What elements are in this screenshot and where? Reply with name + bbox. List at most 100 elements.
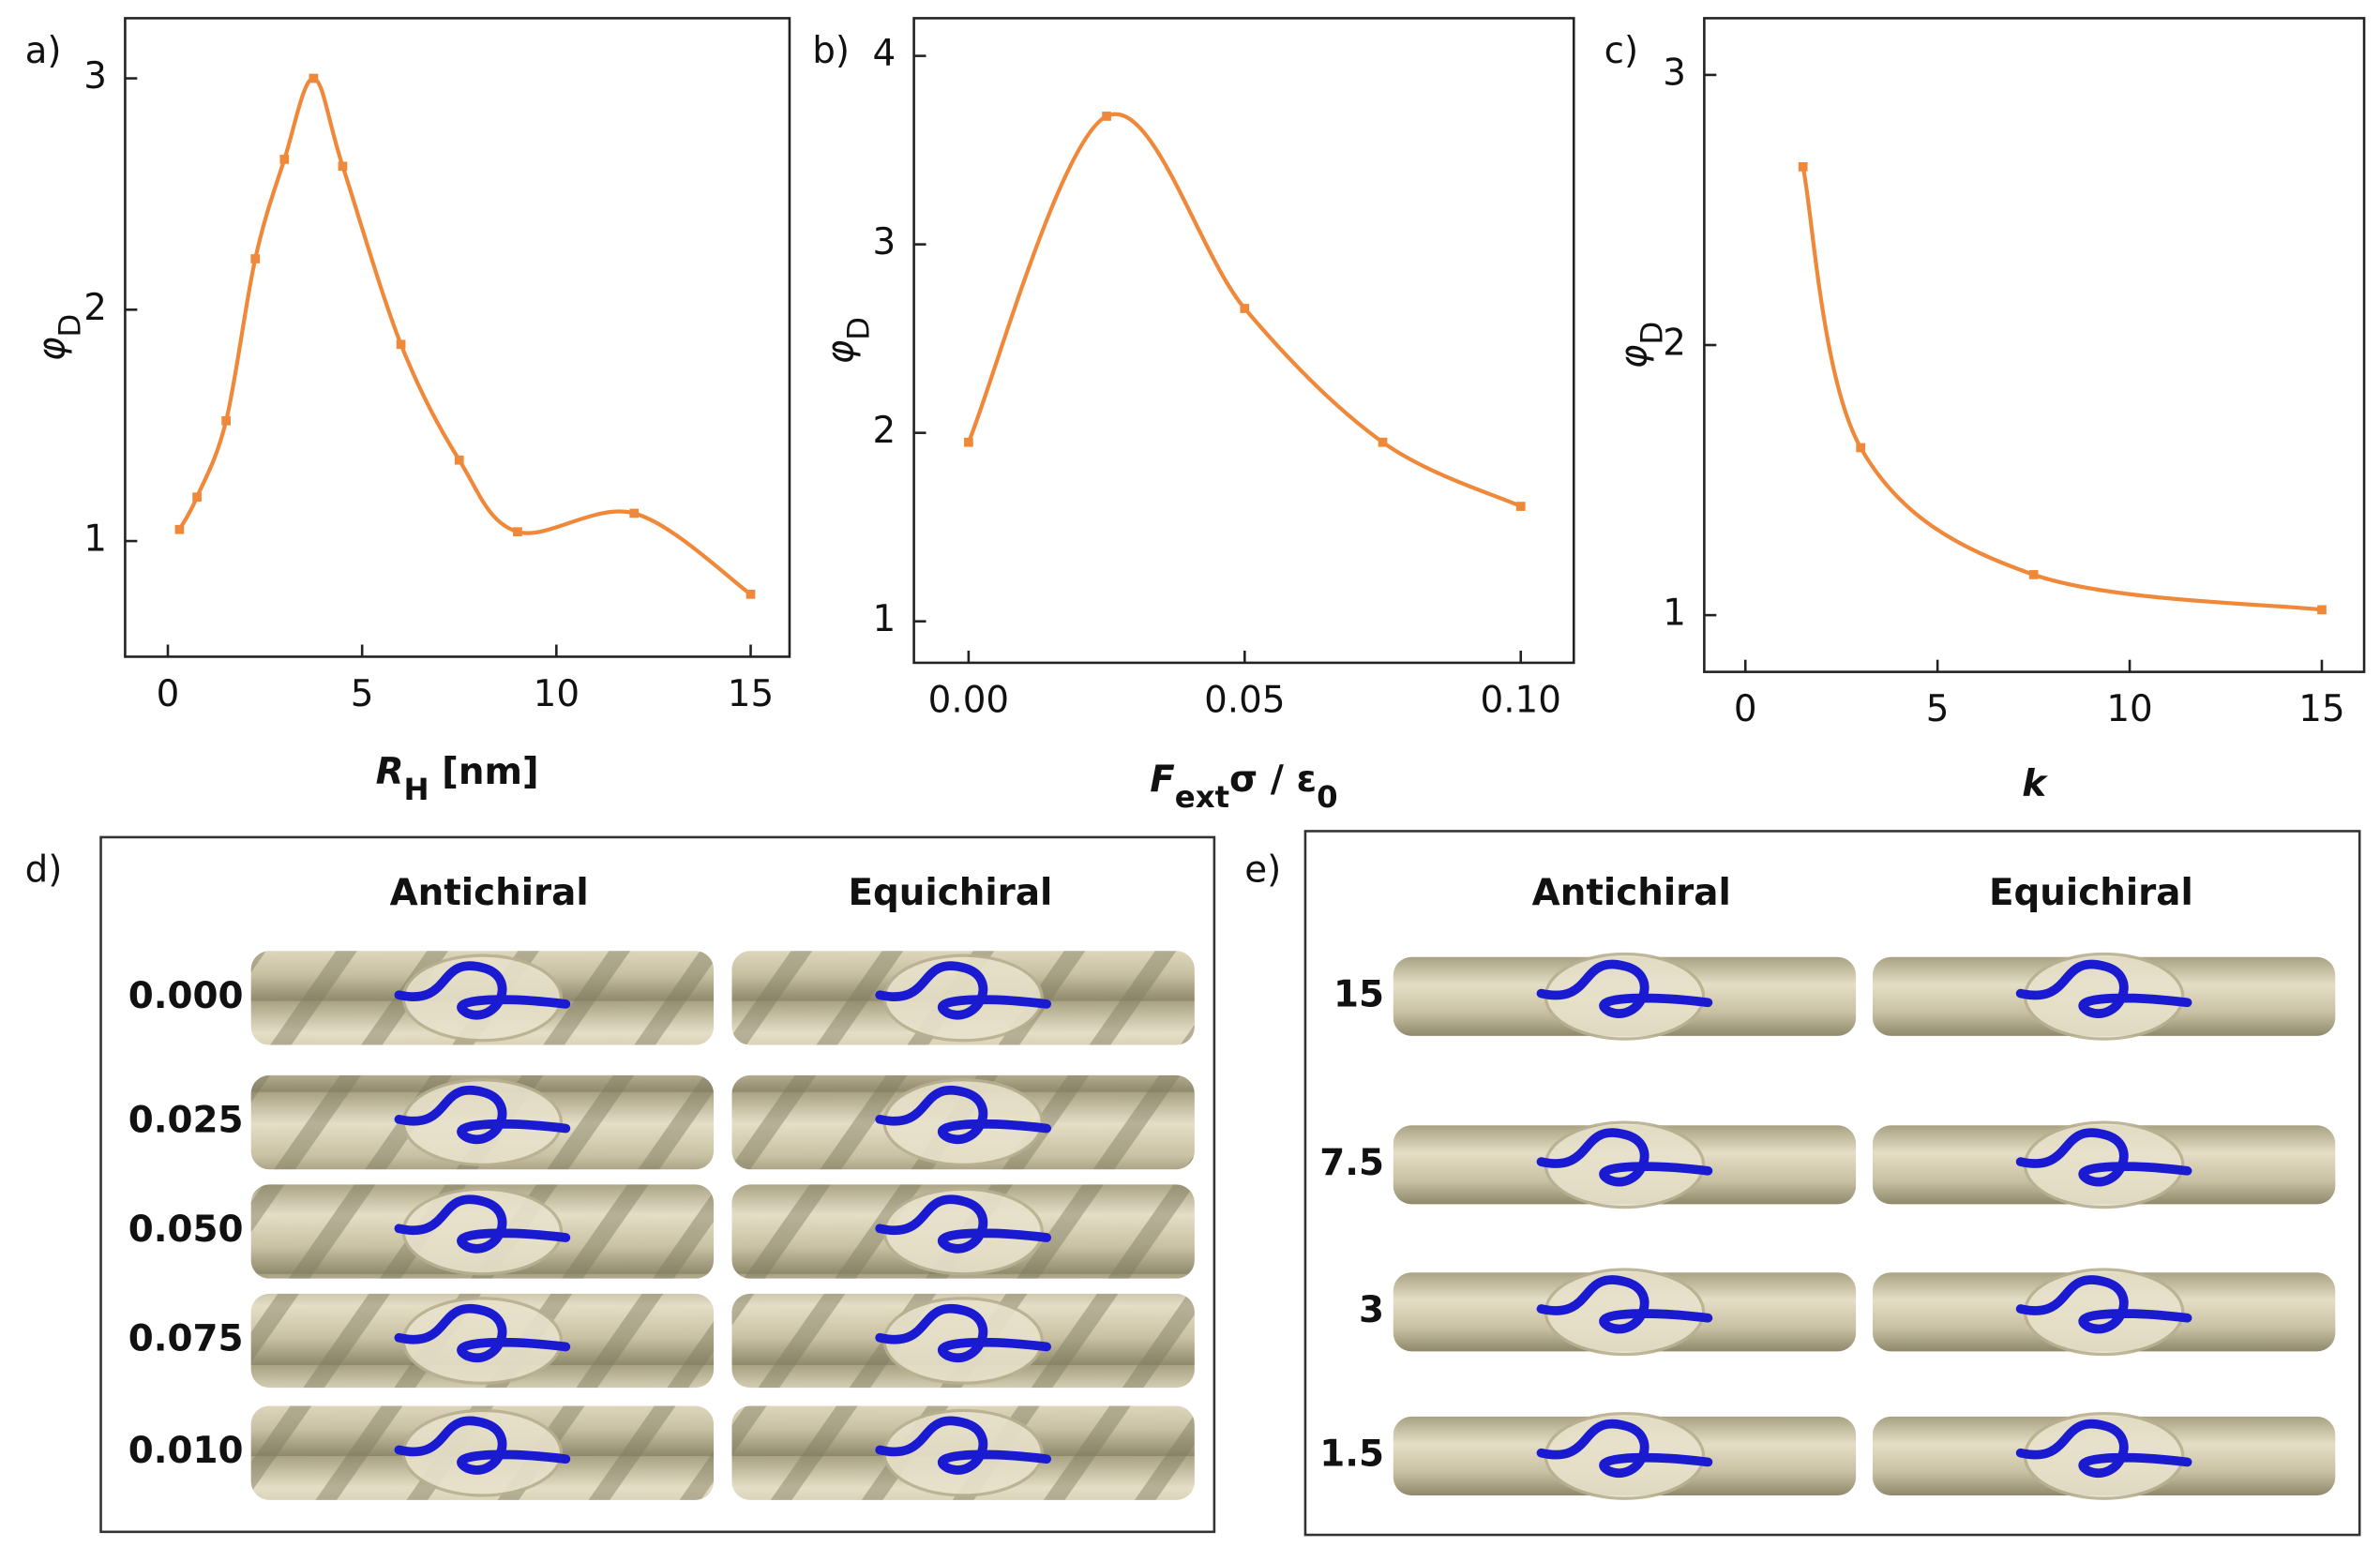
data-point — [1102, 112, 1111, 121]
panel-label: b) — [812, 30, 850, 72]
label-part: H — [404, 772, 429, 807]
panel-label: e) — [1244, 849, 1281, 892]
panel-frame — [99, 835, 1216, 1534]
row-label: 0.050 — [128, 1209, 244, 1251]
knot — [2015, 959, 2192, 1018]
knot — [2015, 1275, 2192, 1334]
x-tick-label: 10 — [2106, 688, 2152, 730]
label-part: φ — [31, 337, 73, 361]
data-point — [279, 155, 290, 164]
knot — [394, 1086, 571, 1145]
knot — [2015, 1128, 2192, 1187]
column-heading: Equichiral — [849, 872, 1053, 914]
label-part: 0 — [1317, 779, 1338, 815]
fit-curve — [1800, 166, 2323, 612]
panel-label: c) — [1604, 30, 1638, 72]
image-panel: d) Antichiral Equichiral 0.000 0.025 0.050 0.0… — [25, 835, 1216, 1534]
fit-curve — [177, 76, 752, 596]
data-point — [1378, 437, 1388, 447]
label-part: D — [1634, 322, 1670, 345]
knot — [1536, 1419, 1713, 1478]
row-label: 0.075 — [128, 1318, 244, 1360]
knot — [1536, 1275, 1713, 1334]
chart: a) 1 2 3 0 5 10 15 RH [nm] φD — [25, 17, 791, 808]
knot — [875, 961, 1051, 1020]
y-axis-label: φD — [1613, 322, 1670, 369]
plot-frame — [912, 17, 1575, 665]
data-point — [174, 524, 185, 534]
y-tick-label: 4 — [872, 33, 896, 75]
knot — [875, 1086, 1051, 1145]
knot — [875, 1416, 1051, 1475]
y-axis-label: φD — [31, 314, 87, 362]
y-tick-label: 1 — [1663, 593, 1686, 635]
x-tick-label: 15 — [728, 673, 774, 715]
label-part: D — [52, 314, 87, 338]
label-part: ext — [1175, 779, 1229, 815]
knot — [394, 961, 571, 1020]
label-part: F — [1150, 758, 1175, 801]
column-heading: Antichiral — [1532, 872, 1731, 914]
data-point — [1240, 304, 1250, 313]
fit-curve — [966, 112, 1522, 508]
y-axis-label: φD — [820, 317, 876, 365]
panel-label: d) — [25, 849, 63, 892]
knot — [2015, 1419, 2192, 1478]
column-heading: Antichiral — [390, 872, 589, 914]
data-point — [309, 73, 319, 83]
data-point — [964, 437, 973, 447]
chart: b) 1 2 3 4 0.00 0.05 0.10 Fextσ / ε0 φD — [812, 17, 1575, 816]
chart: c) 1 2 3 0 5 10 15 k φD — [1604, 17, 2366, 804]
x-tick-label: 15 — [2298, 688, 2344, 730]
image-panel: e) Antichiral Equichiral 15 7.5 3 1.5 — [1244, 830, 2361, 1537]
data-point — [746, 589, 756, 599]
x-tick-label: 0.10 — [1481, 679, 1561, 721]
y-tick-label: 2 — [1663, 323, 1686, 365]
y-tick-label: 2 — [83, 287, 107, 329]
label-part: σ / ε — [1229, 758, 1317, 801]
panel-frame — [1303, 830, 2361, 1537]
plot-frame — [124, 17, 791, 658]
data-point — [629, 508, 640, 518]
data-point — [221, 415, 231, 426]
data-point — [2317, 605, 2327, 615]
data-point — [192, 492, 202, 503]
row-label: 15 — [1333, 973, 1384, 1015]
row-label: 0.025 — [128, 1100, 244, 1142]
data-point — [396, 339, 406, 350]
knot — [875, 1194, 1051, 1254]
x-axis-label: RH [nm] — [376, 751, 539, 808]
row-label: 3 — [1359, 1289, 1384, 1331]
x-tick-label: 5 — [351, 673, 374, 715]
label-part: φ — [1613, 344, 1655, 368]
y-tick-label: 3 — [83, 55, 107, 98]
y-tick-label: 3 — [1663, 52, 1686, 94]
knot — [394, 1194, 571, 1254]
x-tick-label: 0 — [1734, 688, 1757, 730]
data-point — [2028, 570, 2039, 579]
column-heading: Equichiral — [1989, 872, 2193, 914]
row-label: 0.000 — [128, 975, 244, 1017]
row-label: 0.010 — [128, 1430, 244, 1472]
data-point — [250, 254, 261, 263]
panel-label: a) — [25, 30, 62, 72]
label-part: k — [2022, 762, 2048, 804]
row-label: 1.5 — [1319, 1433, 1384, 1475]
label-part: D — [841, 317, 877, 340]
y-tick-label: 2 — [872, 410, 896, 452]
label-part: [nm] — [429, 751, 539, 793]
x-tick-label: 0.05 — [1204, 679, 1285, 721]
y-tick-label: 1 — [872, 598, 896, 640]
data-point — [513, 527, 522, 537]
data-point — [1515, 502, 1526, 511]
y-tick-label: 1 — [83, 518, 107, 561]
knot — [875, 1303, 1051, 1362]
label-part: R — [376, 751, 404, 793]
x-axis-label: Fextσ / ε0 — [1150, 758, 1337, 816]
knot — [394, 1416, 571, 1475]
knot — [1536, 1128, 1713, 1187]
row-label: 7.5 — [1319, 1142, 1384, 1184]
x-tick-label: 0 — [157, 673, 180, 715]
